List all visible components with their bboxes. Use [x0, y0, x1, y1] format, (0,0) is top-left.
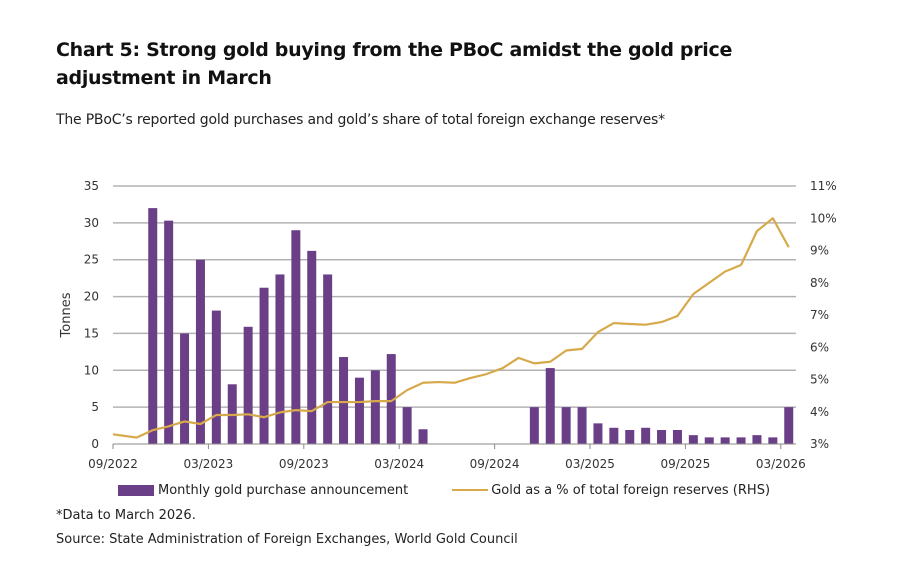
bar: 06/2023: 21.2 [259, 287, 269, 444]
legend: Monthly gold purchase announcement Gold … [118, 481, 770, 499]
legend-label-line: Gold as a % of total foreign reserves (R… [491, 482, 771, 498]
bar: 02/2024: 12.2 [386, 354, 396, 444]
right-tick-label: 8% [810, 276, 829, 290]
bar: 01/2024: 10 [370, 370, 380, 444]
x-tick-label: 09/2025 [660, 457, 710, 471]
bar: 12/2022: 30.3 [164, 220, 174, 444]
left-axis-title: Tonnes [59, 292, 74, 338]
bar: 01/2026: 1.2 [752, 435, 762, 444]
bar: 12/2025: 0.9 [736, 437, 746, 444]
bar: 08/2023: 29 [291, 230, 301, 444]
line-series [112, 217, 790, 439]
bar: 03/2023: 18.1 [211, 310, 221, 444]
x-tick-label: 03/2025 [565, 457, 615, 471]
right-tick-label: 6% [810, 340, 829, 354]
bar: 08/2025: 1.9 [672, 429, 682, 444]
legend-label-bars: Monthly gold purchase announcement [158, 482, 409, 498]
bar: 12/2024: 10.3 [545, 368, 555, 444]
right-tick-label: 9% [810, 244, 829, 258]
chart-subtitle: The PBoC’s reported gold purchases and g… [56, 112, 665, 128]
bar: 05/2023: 15.9 [243, 326, 253, 444]
bar: 01/2025: 5 [561, 407, 571, 444]
right-tick-label: 4% [810, 405, 829, 419]
left-tick-label: 20 [84, 290, 99, 304]
bar: 11/2022: 32 [148, 208, 158, 444]
bar: 04/2024: 2 [418, 429, 428, 444]
right-tick-label: 5% [810, 373, 829, 387]
bar: 07/2025: 1.9 [657, 429, 667, 444]
left-tick-label: 35 [84, 179, 99, 193]
chart-title: Chart 5: Strong gold buying from the PBo… [56, 39, 733, 89]
bar: 07/2023: 23 [275, 274, 285, 444]
left-axis-ticks: 0 5 10 15 20 25 30 35 [84, 179, 99, 451]
bar: 01/2023: 15 [180, 333, 190, 444]
bar: 11/2024: 5 [529, 407, 539, 444]
bar: 10/2025: 0.9 [704, 437, 714, 444]
left-tick-label: 5 [91, 400, 99, 414]
bar: 04/2025: 2.2 [609, 427, 619, 444]
left-tick-label: 15 [84, 326, 99, 340]
footnote: *Data to March 2026. [56, 508, 196, 523]
bar: 02/2026: 0.9 [768, 437, 778, 444]
legend-swatch-bar [118, 484, 154, 496]
left-tick-label: 10 [84, 363, 99, 377]
legend-item-line: Gold as a % of total foreign reserves (R… [452, 483, 770, 498]
bar: 06/2025: 2.2 [641, 427, 651, 444]
bar: 11/2023: 11.8 [339, 357, 349, 444]
x-tick-label: 09/2024 [470, 457, 520, 471]
x-tick-label: 09/2022 [88, 457, 138, 471]
bar: 09/2023: 26.2 [307, 250, 317, 444]
left-tick-label: 30 [84, 216, 99, 230]
bar: 12/2023: 9 [354, 377, 364, 444]
right-axis-ticks: 3% 4% 5% 6% 7% 8% 9% 10% 11% [810, 179, 837, 451]
bar: 03/2025: 2.8 [593, 423, 603, 444]
bar: 11/2025: 0.9 [720, 437, 730, 444]
right-tick-label: 3% [810, 437, 829, 451]
x-tick-label: 03/2024 [374, 457, 424, 471]
x-tick-label: 09/2023 [279, 457, 329, 471]
bar: 03/2026: 5 [784, 407, 794, 444]
bar: 02/2025: 5 [577, 407, 587, 444]
left-tick-label: 0 [91, 437, 99, 451]
x-tick-label: 03/2026 [756, 457, 806, 471]
left-tick-label: 25 [84, 253, 99, 267]
right-tick-label: 10% [810, 211, 837, 225]
legend-swatch-line [452, 489, 489, 491]
x-tick-label: 03/2023 [183, 457, 233, 471]
bar: 03/2024: 5 [402, 407, 412, 444]
legend-item-bars: Monthly gold purchase announcement [118, 483, 408, 498]
bar: 05/2025: 1.9 [625, 429, 635, 444]
source-note: Source: State Administration of Foreign … [56, 532, 518, 547]
bar: 09/2025: 1.2 [688, 435, 698, 444]
bar: 02/2023: 25 [195, 259, 205, 444]
right-tick-label: 7% [810, 308, 829, 322]
bar-series: 11/2022: 32 12/2022: 30.3 01/2023: 15 02/20… [148, 208, 794, 444]
right-tick-label: 11% [810, 179, 837, 193]
gridlines [113, 185, 796, 408]
bar: 10/2023: 23 [323, 274, 333, 444]
x-axis-ticks: 09/2022 03/2023 09/2023 03/2024 09/2024 03/20… [88, 444, 806, 471]
